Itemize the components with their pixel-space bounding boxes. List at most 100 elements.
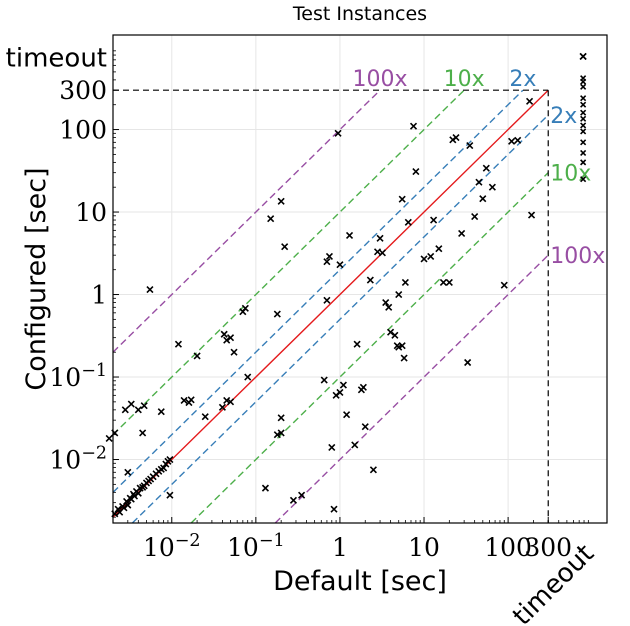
data-point — [267, 215, 275, 223]
x-tick-label: 1 — [332, 533, 348, 562]
data-point — [323, 258, 331, 266]
data-point — [166, 491, 174, 499]
x-tick-label: 10 — [408, 533, 440, 562]
data-point — [134, 489, 142, 497]
data-point — [398, 342, 406, 350]
data-point — [353, 340, 361, 348]
reference-line-100x-above — [113, 89, 381, 353]
y-tick-label: 300 — [59, 76, 107, 105]
data-point — [124, 501, 132, 509]
data-point — [241, 304, 249, 312]
y-tick-label: 1 — [91, 281, 107, 310]
data-point — [140, 402, 148, 410]
data-point — [526, 97, 534, 105]
data-point — [343, 411, 351, 419]
data-point — [500, 281, 508, 289]
reference-line-10x-above — [113, 89, 465, 436]
data-point — [488, 183, 496, 191]
data-point — [277, 429, 285, 437]
x-tick-label: 10−2 — [143, 531, 201, 562]
reference-label-2x-right: 2x — [550, 104, 577, 129]
data-point — [508, 137, 516, 145]
timeout-point — [580, 159, 587, 166]
reference-line-2x-above — [113, 89, 524, 493]
reference-label-10x-top: 10x — [444, 67, 485, 92]
data-point — [404, 218, 412, 226]
timeout-point — [580, 109, 587, 116]
minor-ticks — [113, 50, 589, 523]
data-point — [223, 396, 231, 405]
reference-label-100x-right: 100x — [550, 244, 605, 269]
data-points — [105, 52, 587, 518]
data-point — [277, 414, 285, 422]
x-tick-label: 300 — [524, 533, 572, 562]
data-point — [334, 129, 342, 137]
data-point — [369, 466, 377, 474]
y-axis-label: Configured [sec] — [21, 167, 52, 390]
data-point — [261, 484, 270, 492]
reference-line-100x-below — [274, 254, 549, 523]
data-point — [124, 468, 132, 476]
data-point — [223, 336, 231, 344]
data-point — [134, 406, 142, 414]
timeout-point — [580, 122, 587, 129]
data-point — [435, 245, 443, 253]
data-point — [391, 331, 399, 339]
data-point — [401, 278, 409, 287]
reference-line-10x-below — [190, 172, 549, 523]
data-point — [479, 195, 487, 203]
data-point — [412, 167, 420, 176]
data-point — [281, 243, 289, 251]
data-point — [420, 255, 428, 263]
data-point — [226, 334, 235, 342]
data-point — [527, 211, 536, 219]
data-point — [400, 354, 408, 362]
timeout-point — [580, 115, 587, 122]
data-point — [218, 403, 226, 411]
data-point — [345, 231, 354, 240]
data-point — [339, 381, 347, 389]
reference-label-10x-right: 10x — [550, 162, 591, 187]
data-point — [398, 195, 406, 203]
data-point — [359, 383, 367, 391]
data-point — [193, 352, 201, 360]
data-point — [146, 285, 154, 294]
data-point — [464, 358, 472, 367]
data-point — [445, 278, 453, 287]
chart-title: Test Instances — [292, 3, 427, 25]
y-tick-label: 10−2 — [49, 444, 107, 475]
data-point — [471, 213, 479, 221]
timeout-point — [580, 149, 587, 157]
data-point — [298, 491, 306, 499]
data-point — [336, 261, 344, 269]
data-point — [230, 348, 238, 356]
data-point — [289, 496, 298, 504]
data-point — [273, 431, 281, 439]
data-point — [475, 178, 483, 186]
data-point — [120, 504, 128, 512]
data-point — [160, 464, 168, 472]
data-point — [244, 373, 252, 381]
data-point — [127, 400, 135, 408]
data-point — [157, 408, 165, 416]
y-tick-label: 100 — [59, 116, 107, 145]
data-point — [166, 455, 174, 464]
data-point — [226, 398, 235, 406]
data-point — [201, 413, 209, 421]
data-point — [382, 298, 390, 307]
data-point — [452, 133, 460, 142]
reference-label-100x-top: 100x — [353, 67, 408, 92]
data-point — [277, 197, 285, 205]
y-timeout-label: timeout — [6, 43, 107, 73]
plot-frame — [112, 34, 608, 524]
data-point — [328, 443, 336, 452]
data-point — [220, 330, 228, 338]
data-point — [366, 276, 374, 284]
data-point — [466, 141, 474, 150]
data-point — [376, 234, 384, 242]
data-point — [430, 216, 438, 224]
timeout-point — [580, 78, 587, 85]
data-point — [385, 303, 393, 311]
data-point — [514, 136, 522, 144]
data-point — [121, 406, 129, 414]
